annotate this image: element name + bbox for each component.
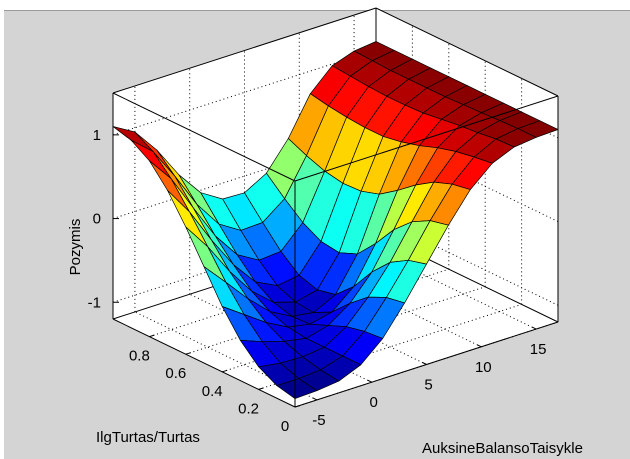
x-tick-mark [422,362,427,365]
x-tick-label: 5 [424,377,432,394]
y-tick-label: 0 [281,418,289,435]
y-tick-mark [222,369,228,373]
x-axis-label: AuksineBalansoTaisykle [422,440,583,457]
z-tick-label: -1 [88,294,101,311]
y-axis-label: IlgTurtas/Turtas [96,429,200,446]
y-tick-label: 0.6 [165,365,186,382]
y-tick-mark [294,405,301,408]
surface-patch [276,378,318,399]
box-edge [112,7,377,94]
x-tick-mark [477,344,482,348]
z-tick-label: 1 [93,127,101,144]
axes-front-edges [112,92,559,408]
y-tick-label: 0.2 [238,400,259,417]
z-tick-label: 0 [93,211,101,228]
box-edge [112,318,296,408]
box-edge [375,7,559,97]
grid-line [189,293,372,383]
figure-top-border [4,10,630,11]
box-edge [294,95,559,182]
x-tick-mark [367,379,372,383]
box-edge [112,92,296,182]
surface-mesh [112,41,559,399]
z-axis-label: Pozymis [67,219,84,276]
y-tick-label: 0.8 [129,348,150,365]
x-tick-label: 10 [475,359,492,376]
tick-labels: -5 0 5 10 15 0 0.2 0.4 0.6 0.8 -1 0 1 [88,127,547,435]
y-tick-mark [149,334,155,338]
y-tick-mark [185,352,191,355]
x-tick-label: 0 [370,394,378,411]
y-tick-label: 0.4 [202,383,223,400]
x-tick-mark [531,326,537,330]
y-tick-mark [258,387,264,390]
x-tick-label: 15 [530,341,547,358]
grid-line [134,311,318,401]
x-tick-label: -5 [312,412,325,429]
x-tick-mark [312,397,318,401]
